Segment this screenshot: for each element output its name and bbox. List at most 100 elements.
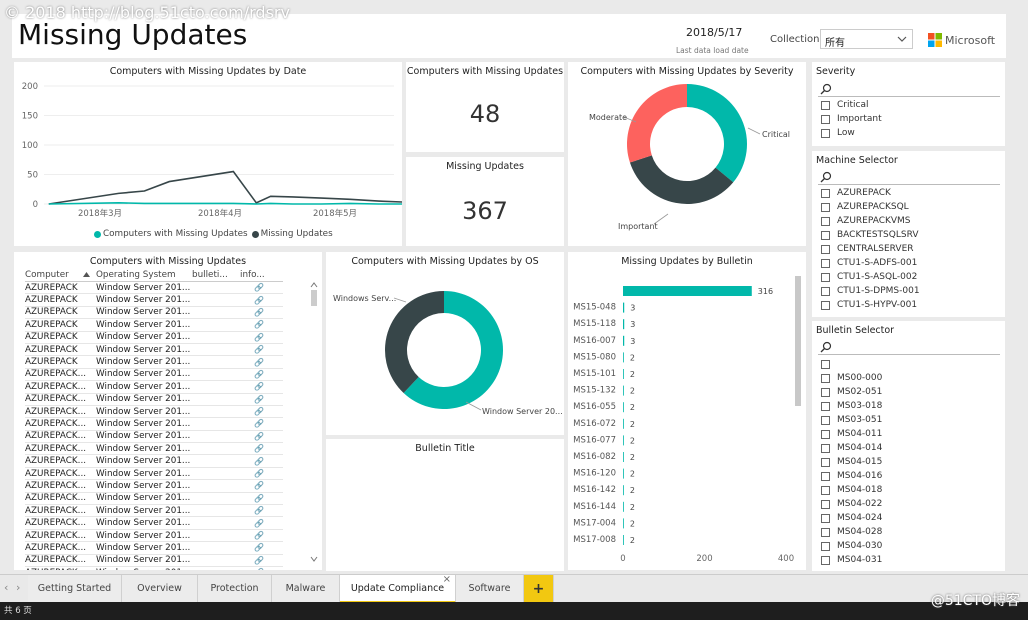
os-slice[interactable]	[384, 291, 444, 394]
table-row[interactable]: AZUREPACK...Window Server 201...🔗	[25, 455, 283, 468]
checkbox[interactable]	[821, 401, 830, 411]
collection-dropdown[interactable]: 所有	[820, 29, 913, 49]
link-icon[interactable]: 🔗	[254, 369, 264, 379]
bulletin-bar-card[interactable]: Missing Updates by Bulletin 316 MS15-048 3…	[568, 252, 806, 570]
link-icon[interactable]: 🔗	[254, 506, 264, 516]
table-row[interactable]: AZUREPACK...Window Server 201...🔗	[25, 505, 283, 518]
link-icon[interactable]: 🔗	[254, 493, 264, 503]
bar[interactable]	[623, 286, 752, 296]
bulletin-item[interactable]: MS04-014	[821, 441, 882, 455]
link-icon[interactable]: 🔗	[254, 419, 264, 429]
link-icon[interactable]: 🔗	[254, 307, 264, 317]
table-row[interactable]: AZUREPACK Window Server 201... 🔗	[25, 332, 283, 344]
bar[interactable]	[623, 352, 624, 363]
checkbox[interactable]	[821, 114, 830, 124]
checkbox[interactable]	[821, 216, 830, 226]
checkbox[interactable]	[821, 300, 830, 310]
table-row[interactable]: AZUREPACK Window Server 201... 🔗	[25, 307, 283, 320]
bulletin-item[interactable]: MS04-024	[821, 511, 882, 525]
table-row[interactable]: AZUREPACK Window Server 201... 🔗	[25, 356, 283, 369]
missing-updates-table-card[interactable]: Computers with Missing Updates Computer …	[14, 252, 322, 570]
link-icon[interactable]: 🔗	[254, 531, 264, 540]
link-icon[interactable]: 🔗	[254, 345, 264, 355]
checkbox[interactable]	[821, 359, 830, 369]
table-row[interactable]: AZUREPACK...Window Server 201...🔗	[25, 480, 283, 493]
table-row[interactable]: AZUREPACK Window Server 201... 🔗	[25, 344, 283, 357]
table-scroll-thumb[interactable]	[311, 290, 317, 306]
bar[interactable]	[623, 369, 624, 379]
severity-item[interactable]: Low	[821, 126, 882, 140]
machine-search[interactable]	[818, 169, 1000, 185]
checkbox[interactable]	[821, 230, 830, 240]
bar[interactable]	[623, 468, 624, 479]
scroll-up-icon[interactable]	[310, 282, 318, 288]
col-os[interactable]: Operating System	[96, 270, 176, 280]
link-icon[interactable]: 🔗	[254, 469, 264, 479]
severity-slicer[interactable]: Severity Critical Important Low	[812, 62, 1005, 146]
checkbox[interactable]	[821, 555, 830, 565]
link-icon[interactable]: 🔗	[254, 543, 264, 553]
link-icon[interactable]: 🔗	[248, 568, 270, 570]
bulletin-item[interactable]: MS04-030	[821, 539, 882, 553]
table-row[interactable]: AZUREPACK...Window Server 201...🔗	[25, 443, 283, 456]
link-icon[interactable]: 🔗	[254, 394, 264, 404]
table-row[interactable]: AZUREPACK...Window Server 201...🔗	[25, 431, 283, 444]
series-computers[interactable]	[48, 186, 402, 205]
checkbox[interactable]	[821, 541, 830, 551]
table-row[interactable]: AZUREPACK...Window Server 201...🔗	[25, 406, 283, 419]
checkbox[interactable]	[821, 188, 830, 198]
table-row[interactable]: AZUREPACK...Window Server 201...🔗	[25, 493, 283, 506]
checkbox[interactable]	[821, 457, 830, 467]
tab-getting-started[interactable]: Getting Started	[28, 575, 122, 603]
col-bulletin[interactable]: bulleti...	[192, 270, 228, 280]
bulletin-item[interactable]: MS03-051	[821, 413, 882, 427]
checkbox[interactable]	[821, 471, 830, 481]
link-icon[interactable]: 🔗	[254, 555, 264, 565]
close-icon[interactable]: ×	[442, 574, 451, 585]
tab-protection[interactable]: Protection	[198, 575, 272, 603]
machine-item[interactable]: CTU1-S-ASQL-002	[821, 270, 920, 284]
machine-item[interactable]: CTU1-S-ADFS-001	[821, 256, 920, 270]
bulletin-item[interactable]	[821, 357, 882, 371]
link-icon[interactable]: 🔗	[254, 283, 264, 293]
table-row[interactable]: AZUREPACK...Window Server 201...🔗	[25, 530, 283, 543]
bulletin-item[interactable]: MS02-051	[821, 385, 882, 399]
table-row[interactable]: AZUREPACK...Window Server 201...🔗	[25, 542, 283, 555]
bulletin-item[interactable]: MS04-028	[821, 525, 882, 539]
tab-nav-prev[interactable]: ‹	[4, 581, 9, 594]
checkbox[interactable]	[821, 443, 830, 453]
bar-scrollbar-thumb[interactable]	[795, 276, 801, 406]
bar[interactable]	[623, 518, 624, 529]
bulletin-item[interactable]: MS04-016	[821, 469, 882, 483]
checkbox[interactable]	[821, 286, 830, 296]
bar[interactable]	[623, 302, 625, 313]
bulletin-bar-chart[interactable]: 316 MS15-048 3 MS15-118 3 MS16-007 3 MS15-080 2 M…	[568, 252, 806, 570]
col-computer[interactable]: Computer	[25, 270, 69, 280]
link-icon[interactable]: 🔗	[254, 295, 264, 305]
table-row[interactable]: AZUREPACK...Window Server 201...🔗	[25, 517, 283, 530]
series-missing-updates[interactable]	[48, 113, 402, 205]
checkbox[interactable]	[821, 415, 830, 425]
checkbox[interactable]	[821, 258, 830, 268]
bulletin-item[interactable]: MS00-000	[821, 371, 882, 385]
machine-item[interactable]: CENTRALSERVER	[821, 242, 920, 256]
line-chart-card[interactable]: Computers with Missing Updates by Date 2…	[14, 62, 402, 246]
machine-item[interactable]: CTU1-S-DPMS-001	[821, 284, 920, 298]
checkbox[interactable]	[821, 527, 830, 537]
checkbox[interactable]	[821, 373, 830, 383]
bulletin-title-card[interactable]: Bulletin Title	[326, 439, 564, 571]
bar[interactable]	[623, 319, 625, 330]
machine-item[interactable]: AZUREPACKSQL	[821, 200, 920, 214]
bulletin-item[interactable]: MS04-018	[821, 483, 882, 497]
machine-item[interactable]: CTU1-S-HYPV-001	[821, 298, 920, 312]
severity-search[interactable]	[818, 81, 1000, 97]
bar[interactable]	[623, 485, 624, 496]
bar[interactable]	[623, 418, 624, 429]
link-icon[interactable]: 🔗	[254, 431, 264, 441]
line-chart[interactable]: 200 150 100 50 0 2018年3月 2018年4月 2018年5月	[14, 62, 402, 246]
checkbox[interactable]	[821, 499, 830, 509]
scroll-down-icon[interactable]	[310, 556, 318, 562]
link-icon[interactable]: 🔗	[254, 456, 264, 466]
table-row[interactable]: AZUREPACK...Window Server 201...🔗	[25, 555, 283, 567]
severity-item[interactable]: Critical	[821, 98, 882, 112]
